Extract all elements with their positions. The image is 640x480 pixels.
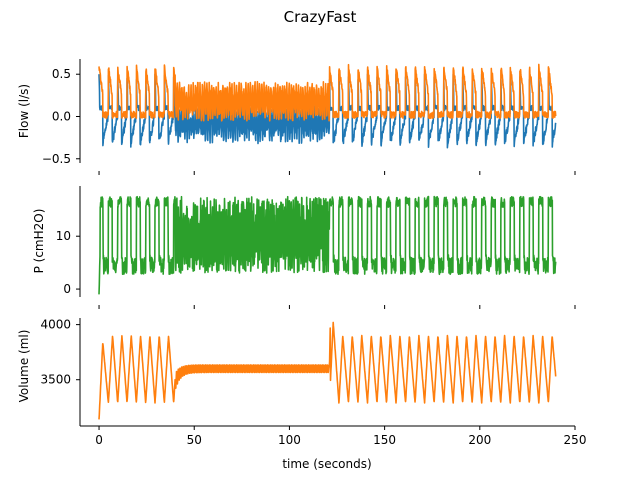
flow-y-axis-label: Flow (l/s) [17, 84, 31, 138]
pressure-y-ticks: 0 10 [56, 229, 80, 296]
flow-subplot: −0.5 0.0 0.5 Flow (l/s) [17, 59, 576, 175]
series-line-pressure [98, 195, 557, 295]
volume-x-ticks: 0 50 100 150 200 250 [95, 426, 586, 447]
x-tick-label: 200 [468, 433, 491, 447]
x-tick-label: 250 [564, 433, 587, 447]
flow-plot-area [98, 63, 557, 149]
pressure-plot-area [98, 195, 557, 295]
x-tick-label: 100 [278, 433, 301, 447]
pressure-subplot: 0 10 P (cmH2O) [32, 186, 576, 309]
x-tick-label: 0 [95, 433, 103, 447]
y-tick-label: 0.0 [52, 109, 71, 123]
pressure-x-ticks [98, 305, 576, 309]
chart-title: CrazyFast [284, 8, 357, 26]
y-tick-label: −0.5 [42, 152, 71, 166]
y-tick-label: 0 [63, 282, 71, 296]
volume-y-ticks: 3500 4000 [40, 318, 80, 387]
volume-subplot: 3500 4000 0 50 100 150 200 250 Volume (ml) [17, 318, 586, 447]
series-line-flow-measured [98, 73, 557, 149]
series-line-volume [98, 321, 557, 420]
x-tick-label: 50 [187, 433, 202, 447]
series-line-flow-target [98, 63, 557, 122]
x-tick-label: 150 [373, 433, 396, 447]
flow-y-ticks: −0.5 0.0 0.5 [42, 67, 80, 166]
pressure-y-axis-label: P (cmH2O) [32, 209, 46, 274]
volume-y-axis-label: Volume (ml) [17, 330, 31, 403]
volume-plot-area [98, 321, 557, 420]
y-tick-label: 0.5 [52, 67, 71, 81]
y-tick-label: 4000 [40, 318, 71, 332]
y-tick-label: 10 [56, 229, 71, 243]
flow-x-ticks [98, 171, 576, 175]
y-tick-label: 3500 [40, 373, 71, 387]
x-axis-label: time (seconds) [282, 457, 371, 471]
